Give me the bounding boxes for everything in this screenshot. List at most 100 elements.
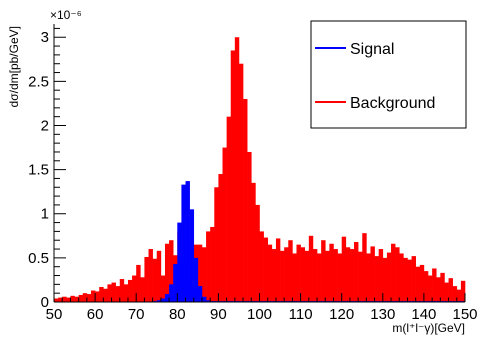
signal-bar [177, 222, 182, 302]
background-bar [321, 240, 326, 302]
background-bar [144, 256, 149, 302]
background-bar [86, 294, 92, 302]
background-bar [395, 247, 400, 302]
background-bar [115, 286, 121, 302]
signal-bar [189, 209, 195, 302]
x-tick-label: 80 [169, 306, 186, 323]
x-tick-label: 120 [329, 306, 354, 323]
background-bar [452, 286, 458, 302]
y-tick-label: 1.5 [28, 162, 49, 179]
background-bar [374, 256, 379, 302]
background-bar [329, 243, 334, 302]
background-bar [444, 282, 449, 302]
background-bar [251, 182, 256, 302]
background-bar [259, 231, 264, 302]
background-bar [280, 250, 285, 302]
signal-bar [197, 286, 203, 302]
background-bar [284, 247, 289, 302]
background-bar [255, 204, 260, 302]
signal-bar [206, 300, 211, 302]
background-bar [448, 278, 453, 302]
background-bar [136, 264, 141, 302]
y-axis-exponent-label: ×10⁻⁶ [50, 8, 82, 22]
background-bar [456, 289, 462, 302]
background-bar [411, 256, 416, 302]
signal-bar [173, 264, 178, 302]
background-bar [54, 298, 59, 302]
x-tick-label: 150 [452, 306, 477, 323]
background-bar [70, 295, 75, 302]
background-bar [345, 247, 351, 302]
background-bar [107, 284, 112, 302]
background-bar [288, 240, 293, 302]
background-bar [247, 151, 252, 302]
x-tick-label: 60 [87, 306, 104, 323]
background-bar [275, 238, 281, 302]
x-tick-label: 70 [128, 306, 145, 323]
background-bar [164, 243, 170, 302]
background-bar [362, 233, 367, 302]
tick-labels: 50 60 70 80 90 100 110 120 130 140 150 0 0.5 1 1.5 2 2.5… [28, 29, 477, 323]
background-bar [333, 249, 338, 302]
legend-label-background: Background [350, 95, 435, 112]
background-bar [407, 259, 412, 302]
background-bar [111, 282, 116, 302]
x-tick-label: 110 [289, 306, 313, 323]
background-bar [160, 275, 166, 302]
background-bar [78, 294, 84, 302]
y-tick-label: 1 [41, 206, 49, 223]
background-bar [90, 290, 96, 302]
y-tick-label: 2 [41, 117, 49, 134]
signal-bar [160, 298, 166, 302]
background-bar [354, 241, 359, 302]
background-bar [267, 244, 273, 302]
background-bar [127, 279, 133, 302]
legend-box [310, 20, 467, 129]
background-bar [99, 287, 104, 302]
background-bar [95, 291, 100, 302]
background-bar [222, 147, 227, 302]
background-bar [103, 288, 108, 302]
background-bar [358, 251, 363, 302]
x-tick-label: 100 [247, 306, 272, 323]
background-bar [308, 235, 314, 302]
x-tick-label: 50 [46, 306, 63, 323]
background-bar [82, 293, 88, 302]
background-bar [341, 236, 347, 302]
background-bar [140, 277, 145, 302]
legend-label-signal: Signal [350, 41, 394, 58]
background-bar [325, 250, 330, 302]
background-bar [423, 271, 429, 302]
signal-bar [185, 181, 190, 302]
background-bar [432, 268, 437, 302]
background-bar [382, 257, 388, 302]
background-bar [312, 249, 318, 302]
y-tick-label: 0 [41, 294, 49, 311]
background-bar [238, 63, 244, 303]
background-bar [428, 275, 433, 302]
background-bar [415, 266, 421, 302]
x-tick-label: 130 [370, 306, 395, 323]
y-tick-label: 3 [41, 29, 49, 46]
background-bar [58, 297, 63, 302]
background-bar [210, 226, 215, 302]
background-bar [317, 253, 322, 302]
background-bar [123, 284, 129, 302]
x-tick-label: 90 [210, 306, 227, 323]
background-bar [370, 246, 375, 302]
background-bar [296, 244, 301, 302]
y-tick-label: 0.5 [28, 250, 49, 267]
background-bar [74, 296, 79, 302]
y-axis-title: dσ/dm[pb/GeV] [7, 26, 21, 107]
background-bar [152, 258, 158, 302]
background-bar [201, 247, 207, 302]
background-bar [419, 264, 425, 302]
background-bar [399, 253, 404, 302]
y-tick-label: 2.5 [28, 73, 49, 90]
x-tick-label: 140 [411, 306, 436, 323]
background-bar [169, 240, 174, 302]
background-bar [460, 280, 466, 302]
background-bar [403, 257, 408, 302]
signal-bar [164, 294, 170, 302]
